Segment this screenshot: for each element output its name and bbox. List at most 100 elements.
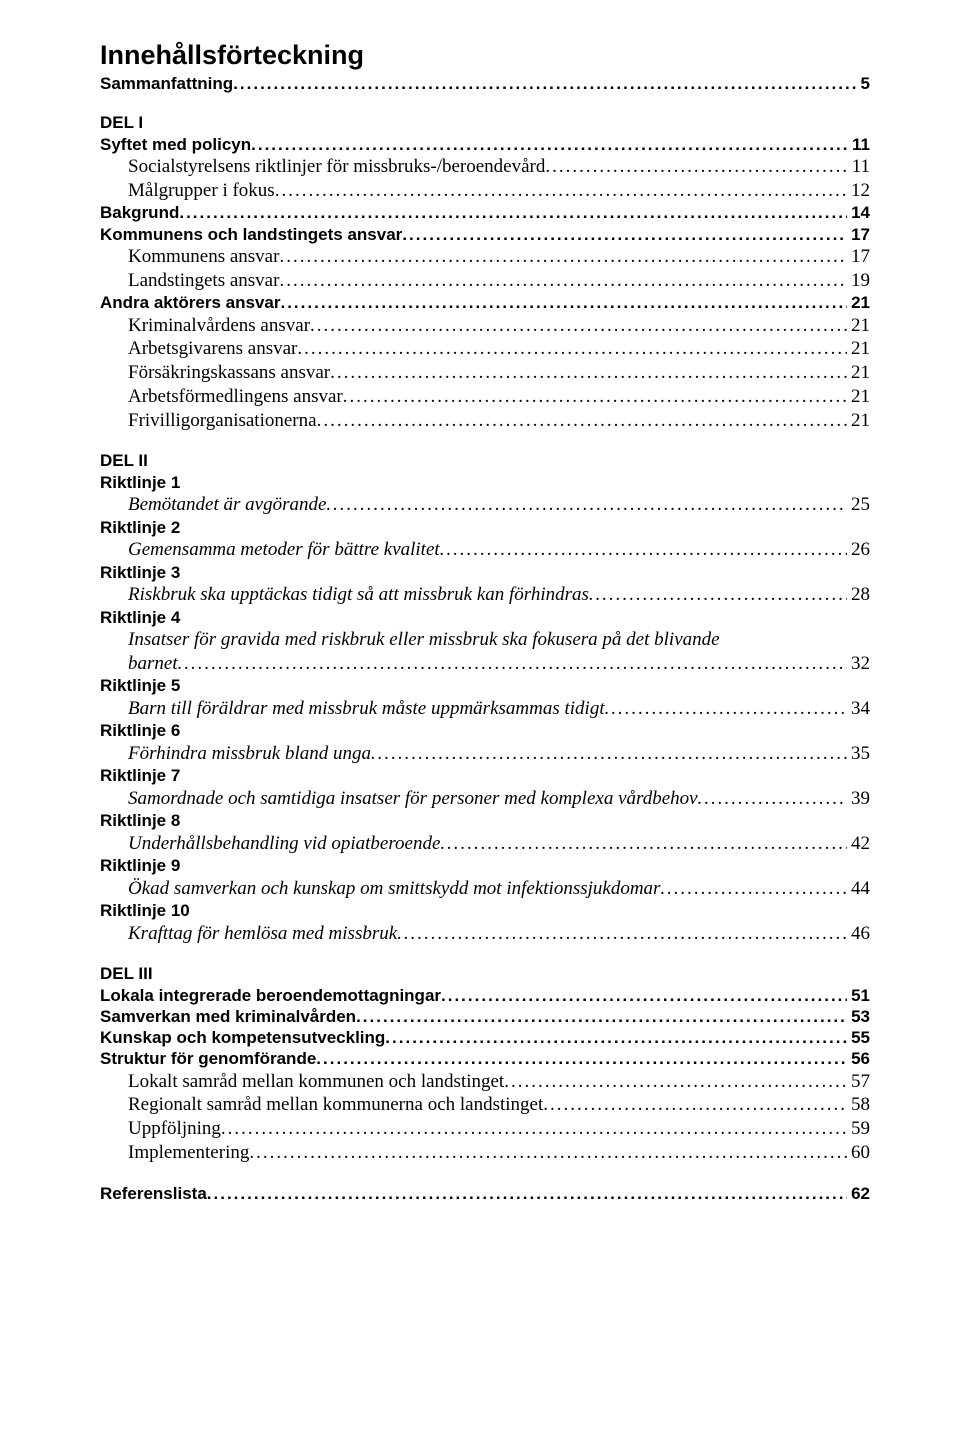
- toc-page-number: 46: [847, 922, 870, 946]
- toc-page-number: 21: [847, 361, 870, 385]
- toc-page-number: 28: [847, 583, 870, 607]
- toc-leader: [310, 314, 847, 338]
- toc-heading: DEL I: [100, 112, 870, 133]
- toc-leader: [543, 1093, 847, 1117]
- toc-page-number: 39: [847, 787, 870, 811]
- toc-page-number: 34: [847, 697, 870, 721]
- toc-page-number: 42: [847, 832, 870, 856]
- toc-entry: Kommunens ansvar 17: [100, 245, 870, 269]
- toc-entry: Samverkan med kriminalvården 53: [100, 1006, 870, 1027]
- toc-entry: Kunskap och kompetensutveckling 55: [100, 1027, 870, 1048]
- toc-leader: [221, 1117, 847, 1141]
- toc-page-number: 58: [847, 1093, 870, 1117]
- toc-entry-label: Struktur för genomförande: [100, 1048, 316, 1069]
- toc-entry: Struktur för genomförande 56: [100, 1048, 870, 1069]
- toc-entry-label: Uppföljning: [128, 1117, 221, 1141]
- toc-heading: Riktlinje 9: [100, 855, 870, 876]
- toc-heading: Riktlinje 1: [100, 472, 870, 493]
- toc-entry-label: Lokalt samråd mellan kommunen och landst…: [128, 1070, 504, 1094]
- spacer: [100, 94, 870, 112]
- toc-entry-label: Kommunens ansvar: [128, 245, 279, 269]
- toc-leader: [316, 1048, 847, 1069]
- toc-leader: [356, 1006, 847, 1027]
- toc-page-number: 21: [847, 314, 870, 338]
- toc-page-number: 62: [847, 1183, 870, 1204]
- toc-page-number: 44: [847, 877, 870, 901]
- toc-entry: Bemötandet är avgörande 25: [100, 493, 870, 517]
- toc-heading: Riktlinje 10: [100, 900, 870, 921]
- toc-entry: Målgrupper i fokus 12: [100, 179, 870, 203]
- toc-page-number: 11: [848, 155, 870, 179]
- toc-leader: [545, 155, 847, 179]
- toc-entry: barnet 32: [100, 652, 870, 676]
- toc-entry-label: Kunskap och kompetensutveckling: [100, 1027, 385, 1048]
- toc-page-number: 21: [847, 385, 870, 409]
- toc-heading: Riktlinje 8: [100, 810, 870, 831]
- toc-entry: Andra aktörers ansvar 21: [100, 292, 870, 313]
- toc-entry-label: Ökad samverkan och kunskap om smittskydd…: [128, 877, 660, 901]
- toc-heading: Riktlinje 3: [100, 562, 870, 583]
- toc-entry: Syftet med policyn 11: [100, 134, 870, 155]
- toc-entry: Barn till föräldrar med missbruk måste u…: [100, 697, 870, 721]
- toc-entry: Frivilligorganisationerna 21: [100, 409, 870, 433]
- toc-leader: [440, 832, 847, 856]
- toc-leader: [504, 1070, 847, 1094]
- toc-page-number: 12: [847, 179, 870, 203]
- toc-entry-label: Frivilligorganisationerna: [128, 409, 317, 433]
- toc-leader: [589, 583, 847, 607]
- toc-entry-label: Sammanfattning: [100, 73, 233, 94]
- toc-page-number: 21: [847, 409, 870, 433]
- toc-entry-label: Försäkringskassans ansvar: [128, 361, 330, 385]
- toc-leader: [275, 179, 847, 203]
- toc-entry: Regionalt samråd mellan kommunerna och l…: [100, 1093, 870, 1117]
- toc-entry: Lokalt samråd mellan kommunen och landst…: [100, 1070, 870, 1094]
- toc-entry-label: Krafttag för hemlösa med missbruk: [128, 922, 397, 946]
- toc-leader: [402, 224, 847, 245]
- toc-page-number: 19: [847, 269, 870, 293]
- toc-page-number: 57: [847, 1070, 870, 1094]
- toc-heading: DEL III: [100, 963, 870, 984]
- toc-entry-label: Arbetsförmedlingens ansvar: [128, 385, 343, 409]
- toc-page-number: 11: [848, 134, 870, 155]
- toc-entry: Implementering 60: [100, 1141, 870, 1165]
- toc-entry-label: Lokala integrerade beroendemottagningar: [100, 985, 441, 1006]
- toc-entry: Riskbruk ska upptäckas tidigt så att mis…: [100, 583, 870, 607]
- toc-entry: Landstingets ansvar 19: [100, 269, 870, 293]
- toc-entry-label: barnet: [128, 652, 178, 676]
- toc-entry-label: Referenslista: [100, 1183, 207, 1204]
- toc-entry: Socialstyrelsens riktlinjer för missbruk…: [100, 155, 870, 179]
- toc-page-number: 59: [847, 1117, 870, 1141]
- toc-leader: [317, 409, 847, 433]
- toc-leader: [179, 202, 847, 223]
- toc-entry-label: Bemötandet är avgörande: [128, 493, 326, 517]
- toc-entry: Försäkringskassans ansvar 21: [100, 361, 870, 385]
- toc-leader: [249, 1141, 847, 1165]
- toc-entry: Bakgrund 14: [100, 202, 870, 223]
- toc-entry-label: Målgrupper i fokus: [128, 179, 275, 203]
- toc-entry: Kriminalvårdens ansvar 21: [100, 314, 870, 338]
- toc-entry: Arbetsgivarens ansvar 21: [100, 337, 870, 361]
- toc-page-number: 55: [847, 1027, 870, 1048]
- toc-page-number: 32: [847, 652, 870, 676]
- toc-page-number: 53: [847, 1006, 870, 1027]
- toc-page-number: 5: [857, 73, 870, 94]
- toc-entry-label: Underhållsbehandling vid opiatberoende: [128, 832, 440, 856]
- toc-entry-label: Socialstyrelsens riktlinjer för missbruk…: [128, 155, 545, 179]
- toc-leader: [660, 877, 847, 901]
- spacer: [100, 432, 870, 450]
- toc-leader: [385, 1027, 847, 1048]
- toc-page-number: 26: [847, 538, 870, 562]
- toc-heading: Riktlinje 6: [100, 720, 870, 741]
- toc-entry-label: Implementering: [128, 1141, 249, 1165]
- toc-entry: Förhindra missbruk bland unga 35: [100, 742, 870, 766]
- toc-entry-label: Regionalt samråd mellan kommunerna och l…: [128, 1093, 543, 1117]
- table-of-contents: Sammanfattning 5 DEL ISyftet med policyn …: [100, 73, 870, 1204]
- toc-heading: DEL II: [100, 450, 870, 471]
- toc-entry-text: Insatser för gravida med riskbruk eller …: [100, 628, 870, 652]
- toc-entry-label: Landstingets ansvar: [128, 269, 279, 293]
- toc-leader: [280, 292, 847, 313]
- toc-entry-label: Andra aktörers ansvar: [100, 292, 280, 313]
- toc-leader: [440, 538, 847, 562]
- spacer: [100, 1165, 870, 1183]
- toc-leader: [207, 1183, 847, 1204]
